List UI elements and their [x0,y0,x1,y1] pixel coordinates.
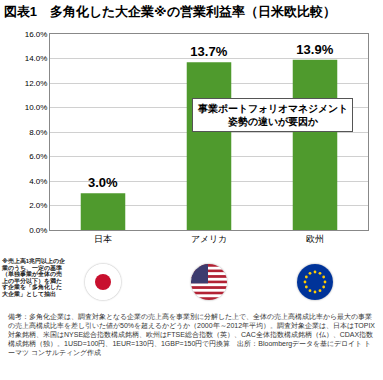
svg-text:事業ポートフォリオマネジメント姿勢の違いが要因か: 事業ポートフォリオマネジメント姿勢の違いが要因か [197,103,348,127]
svg-text:10.0%: 10.0% [25,103,48,112]
svg-text:欧州: 欧州 [306,234,324,244]
svg-text:8.0%: 8.0% [29,128,47,137]
html-text:備考：多角化企業は、調査対象となる企業の売上高を事業別に分解: 備考：多角化企業は、調査対象となる企業の売上高を事業別に分解した上で、全体の売上… [8,313,375,356]
svg-text:図表1 多角化した大企業※の営業利益率（日米欧比較）: 図表1 多角化した大企業※の営業利益率（日米欧比較） [4,4,336,19]
svg-text:12.0%: 12.0% [25,79,48,88]
html-text:※売上高1兆円以上の企業のうち、一定の基準（単独事業が全体の: ※売上高1兆円以上の企業のうち、一定の基準（単独事業が全体の売上の半分以下）を満… [2,258,66,297]
svg-text:13.7%: 13.7% [190,44,227,59]
svg-text:13.9%: 13.9% [296,42,333,57]
svg-text:日本: 日本 [94,234,112,244]
svg-text:14.0%: 14.0% [25,54,48,63]
svg-text:6.0%: 6.0% [29,152,47,161]
svg-text:4.0%: 4.0% [29,177,47,186]
svg-text:0.0%: 0.0% [29,226,47,235]
svg-text:アメリカ: アメリカ [191,234,227,244]
svg-text:16.0%: 16.0% [25,30,48,39]
svg-text:2.0%: 2.0% [29,201,47,210]
svg-text:3.0%: 3.0% [88,175,118,190]
